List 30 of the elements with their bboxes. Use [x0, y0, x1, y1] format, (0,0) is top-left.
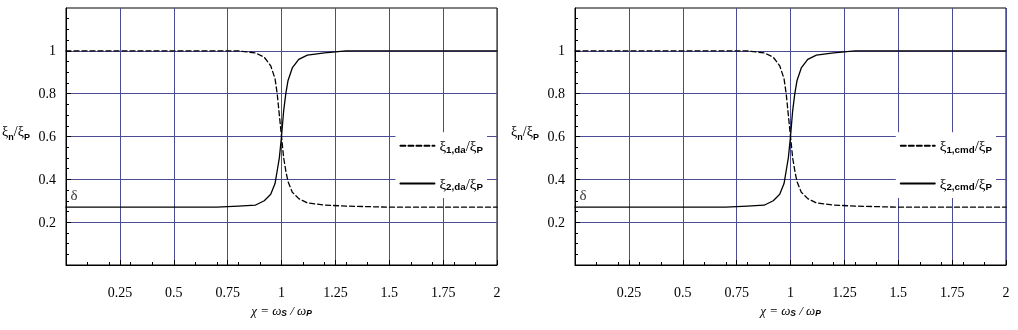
y-axis-title: ξ$_{n}$/ξ$_{P}$ — [2, 124, 30, 142]
x-tick-label: 1 — [787, 284, 794, 300]
x-tick-label: 0.5 — [674, 284, 692, 300]
y-tick-label: 0.8 — [38, 86, 56, 102]
y-tick-label: 1 — [558, 43, 565, 59]
annotation: δ — [70, 186, 78, 203]
x-tick-label: 1.25 — [832, 284, 857, 300]
y-tick-label: 0.2 — [547, 214, 565, 230]
y-axis-title: ξ$_{n}$/ξ$_{P}$ — [511, 124, 539, 142]
y-tick-label: 0.6 — [547, 129, 565, 144]
x-tick-label: 0.5 — [165, 284, 183, 300]
x-tick-label: 1.5 — [380, 284, 398, 300]
y-tick-label: 0.4 — [38, 171, 56, 187]
x-tick-label: 0.75 — [215, 284, 240, 300]
x-tick-label: 0.75 — [724, 284, 749, 300]
y-tick-label: 0.2 — [38, 214, 56, 230]
y-tick-label: 1 — [49, 43, 56, 59]
x-tick-label: 2 — [1002, 284, 1010, 300]
x-tick-label: 0.25 — [616, 284, 642, 300]
x-tick-label: 0.25 — [107, 284, 133, 300]
x-tick-label: 2 — [493, 284, 501, 300]
y-tick-label: 0.6 — [38, 129, 56, 144]
x-tick-label: 1.5 — [889, 284, 907, 300]
x-tick-label: 1.75 — [939, 284, 965, 300]
x-tick-label: 1 — [278, 284, 285, 300]
y-tick-label: 0.8 — [547, 86, 565, 102]
x-tick-label: 1.25 — [323, 284, 348, 300]
x-tick-label: 1.75 — [430, 284, 456, 300]
annotation: δ — [579, 186, 587, 203]
y-tick-label: 0.4 — [547, 171, 565, 187]
